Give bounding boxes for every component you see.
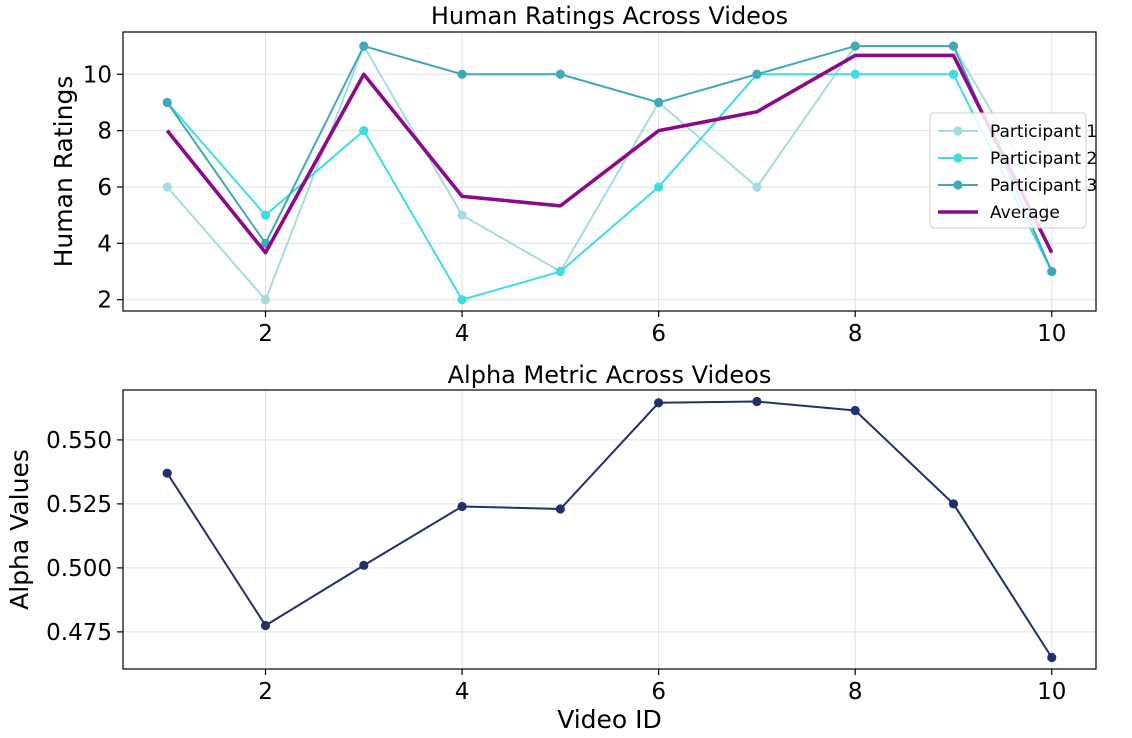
legend-box: [929, 112, 1087, 229]
data-point: [359, 41, 369, 51]
y-tick-label: 4: [97, 231, 112, 257]
y-tick-label: 6: [97, 175, 112, 201]
data-point: [654, 182, 664, 192]
series-line-2: [166, 73, 1053, 301]
data-point: [260, 620, 271, 631]
x-tick-label: 4: [455, 679, 470, 705]
data-point: [359, 560, 369, 570]
gridlines: [123, 390, 1096, 669]
data-point: [948, 499, 959, 509]
data-point: [1047, 652, 1057, 663]
chart-title: Human Ratings Across Videos: [431, 2, 788, 30]
y-tick-label: 0.525: [46, 492, 112, 518]
data-point: [555, 504, 565, 514]
legend-marker: [953, 180, 963, 190]
data-point: [457, 295, 467, 305]
x-tick-label: 6: [651, 321, 666, 347]
series-line-3: [166, 45, 1053, 272]
data-point: [555, 266, 565, 277]
series-line-1: [166, 400, 1053, 659]
x-tick-label: 4: [455, 321, 470, 347]
data-point: [162, 468, 172, 478]
legend-label: Average: [990, 203, 1060, 223]
data-point: [752, 69, 762, 79]
data-point: [260, 210, 271, 220]
data-point: [654, 398, 664, 408]
data-point: [850, 405, 860, 416]
y-axis-label: Human Ratings: [49, 76, 78, 268]
data-point: [752, 182, 762, 192]
data-point: [359, 126, 369, 136]
chart-panel-1: 2 4 6 8 10 2 4 6 8 10 Human Ratings Across Videos H…: [49, 2, 1097, 347]
y-tick-label: 0.475: [46, 620, 112, 646]
x-tick-label: 8: [848, 321, 863, 347]
legend-label: Participant 3: [990, 176, 1097, 196]
data-point: [948, 41, 959, 51]
data-point: [850, 41, 860, 51]
x-tick-label: 2: [258, 321, 273, 347]
x-tick-label: 10: [1037, 679, 1066, 705]
data-point: [162, 182, 172, 192]
data-point: [948, 69, 959, 79]
data-point: [555, 69, 565, 79]
y-axis-label: Alpha Values: [5, 449, 34, 610]
x-tick-label: 8: [848, 679, 863, 705]
data-point: [457, 501, 467, 512]
legend-marker: [953, 153, 963, 163]
legend-marker: [953, 126, 963, 136]
x-axis-label: Video ID: [557, 705, 662, 734]
chart-panel-2: 2 4 6 8 10 0.475 0.500 0.525 0.550 Alpha Metric A…: [5, 361, 1097, 734]
legend-label: Participant 1: [990, 122, 1097, 142]
series-line-4: [165, 53, 1054, 255]
data-point: [162, 97, 172, 108]
y-tick-label: 8: [97, 119, 112, 145]
y-tick-label: 10: [83, 62, 112, 88]
data-point: [457, 210, 467, 220]
y-tick-label: 0.500: [46, 556, 112, 582]
y-tick-label: 2: [97, 288, 112, 314]
plot-area-frame: [122, 31, 1097, 312]
x-tick-label: 6: [651, 679, 666, 705]
y-tick-label: 0.550: [46, 428, 112, 454]
chart-title: Alpha Metric Across Videos: [448, 361, 772, 389]
data-point: [850, 69, 860, 79]
data-point: [457, 69, 467, 79]
x-tick-label: 2: [258, 679, 273, 705]
data-point: [654, 97, 664, 108]
x-tick-label: 10: [1037, 321, 1066, 347]
plot-area-frame: [122, 389, 1097, 670]
legend: Participant 1 Participant 2 Participant 3 A…: [929, 112, 1097, 229]
data-point: [260, 295, 271, 305]
legend-label: Participant 2: [990, 149, 1097, 169]
data-point: [752, 396, 762, 407]
data-point: [1047, 266, 1057, 277]
